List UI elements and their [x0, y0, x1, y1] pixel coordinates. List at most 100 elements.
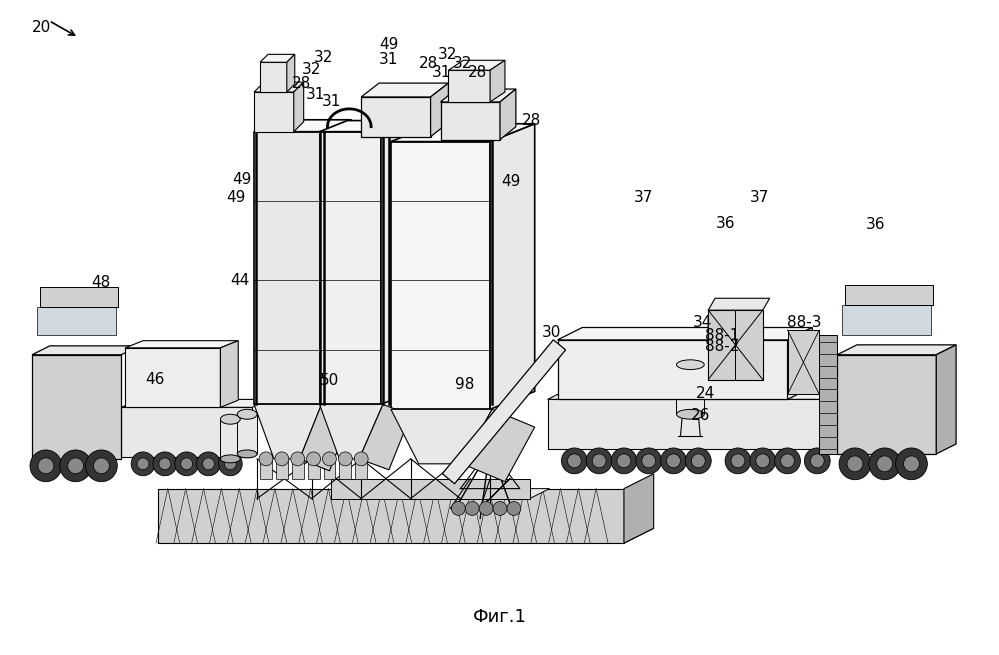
Text: 31: 31	[379, 52, 399, 67]
Circle shape	[903, 456, 919, 472]
Polygon shape	[320, 132, 381, 404]
Polygon shape	[125, 348, 221, 407]
Circle shape	[275, 452, 289, 466]
Circle shape	[452, 502, 466, 515]
Circle shape	[339, 452, 353, 466]
Polygon shape	[40, 288, 118, 307]
Polygon shape	[320, 121, 409, 132]
Text: 34: 34	[693, 315, 712, 330]
Circle shape	[810, 454, 824, 468]
Circle shape	[94, 458, 109, 474]
Polygon shape	[500, 89, 515, 140]
Text: 46: 46	[145, 372, 165, 387]
Polygon shape	[332, 489, 549, 498]
Circle shape	[225, 458, 236, 470]
Circle shape	[307, 452, 321, 466]
Polygon shape	[708, 310, 763, 379]
Bar	[340, 454, 352, 479]
Circle shape	[660, 448, 686, 474]
Polygon shape	[449, 70, 491, 102]
Polygon shape	[260, 62, 287, 92]
Circle shape	[494, 502, 506, 515]
Polygon shape	[837, 386, 865, 449]
Circle shape	[197, 452, 221, 476]
Polygon shape	[254, 82, 304, 92]
Circle shape	[355, 452, 368, 466]
Circle shape	[259, 452, 273, 466]
Ellipse shape	[221, 414, 240, 424]
Circle shape	[592, 454, 606, 468]
Circle shape	[153, 452, 177, 476]
Text: 31: 31	[432, 66, 451, 81]
Polygon shape	[845, 286, 933, 305]
Text: 32: 32	[314, 50, 333, 66]
Circle shape	[635, 448, 661, 474]
Bar	[676, 365, 704, 414]
Polygon shape	[547, 400, 837, 449]
Polygon shape	[491, 60, 504, 102]
Bar	[276, 454, 288, 479]
Polygon shape	[362, 97, 431, 137]
Circle shape	[685, 448, 711, 474]
Polygon shape	[362, 83, 449, 97]
Polygon shape	[381, 121, 409, 404]
Circle shape	[877, 456, 893, 472]
Circle shape	[780, 454, 794, 468]
Text: 28: 28	[469, 66, 488, 81]
Circle shape	[666, 454, 680, 468]
Polygon shape	[441, 89, 515, 102]
Circle shape	[839, 448, 871, 479]
Polygon shape	[391, 124, 534, 141]
Text: 37: 37	[633, 190, 652, 205]
Circle shape	[131, 452, 155, 476]
Polygon shape	[158, 489, 624, 543]
Text: 49: 49	[501, 174, 521, 189]
Circle shape	[291, 452, 305, 466]
Circle shape	[203, 458, 215, 470]
Polygon shape	[158, 529, 653, 543]
Bar	[237, 414, 257, 454]
Circle shape	[86, 450, 117, 481]
Polygon shape	[37, 307, 116, 335]
Circle shape	[774, 448, 800, 474]
Polygon shape	[837, 355, 936, 454]
Circle shape	[506, 502, 520, 515]
Polygon shape	[819, 335, 837, 454]
Polygon shape	[936, 345, 956, 454]
Ellipse shape	[221, 455, 240, 463]
Polygon shape	[557, 340, 787, 400]
Polygon shape	[708, 298, 769, 310]
Bar	[260, 454, 272, 479]
Polygon shape	[837, 345, 956, 355]
Ellipse shape	[237, 409, 257, 419]
Circle shape	[30, 450, 62, 481]
Circle shape	[804, 448, 830, 474]
Circle shape	[175, 452, 199, 476]
Text: 88-3: 88-3	[787, 316, 822, 331]
Text: 44: 44	[231, 273, 250, 288]
Text: 36: 36	[715, 216, 735, 231]
Polygon shape	[787, 330, 819, 394]
Text: 49: 49	[227, 190, 246, 205]
Polygon shape	[125, 341, 238, 348]
Text: Фиг.1: Фиг.1	[473, 607, 526, 626]
Polygon shape	[624, 474, 653, 543]
Text: 26: 26	[691, 407, 710, 422]
Text: 37: 37	[749, 190, 768, 205]
Ellipse shape	[676, 409, 704, 419]
Circle shape	[847, 456, 863, 472]
Circle shape	[750, 448, 775, 474]
Circle shape	[480, 502, 494, 515]
Polygon shape	[391, 409, 493, 464]
Polygon shape	[254, 120, 352, 132]
Polygon shape	[322, 120, 352, 404]
Circle shape	[641, 454, 655, 468]
Circle shape	[137, 458, 149, 470]
Polygon shape	[121, 400, 272, 407]
Circle shape	[611, 448, 636, 474]
Text: 20: 20	[32, 20, 52, 35]
Polygon shape	[463, 409, 534, 481]
Circle shape	[869, 448, 900, 479]
Text: 28: 28	[521, 113, 540, 128]
Circle shape	[181, 458, 193, 470]
